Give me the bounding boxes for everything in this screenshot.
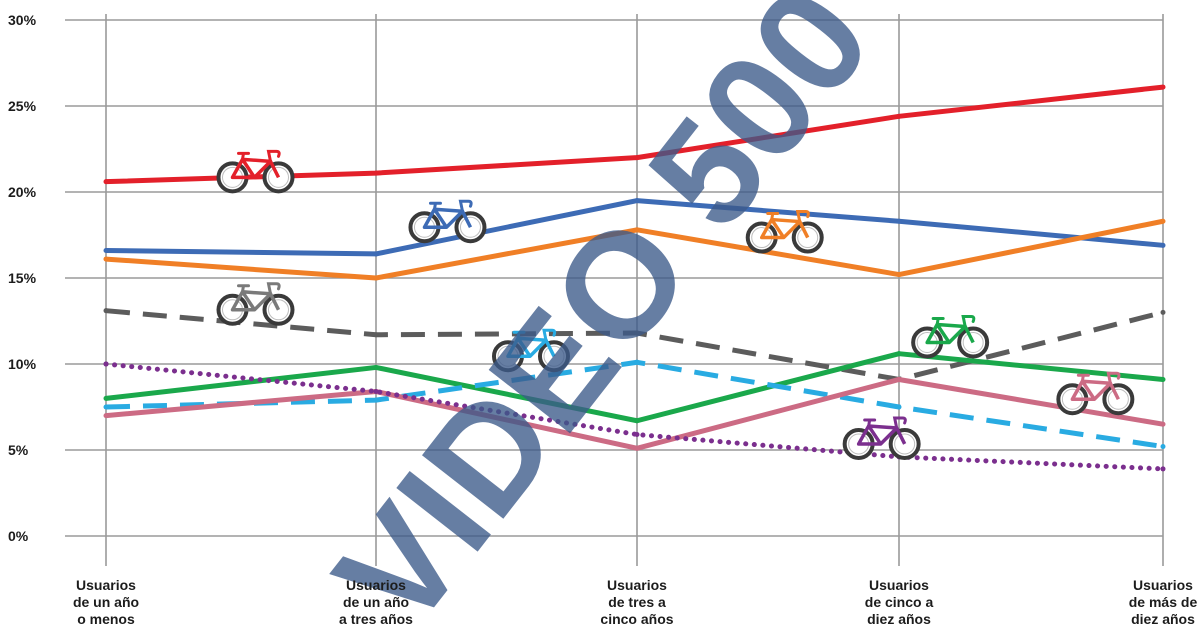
series-7-point-1 [373, 389, 379, 395]
bike-icon-3 [216, 282, 295, 326]
series-3-point-2 [634, 330, 640, 336]
series-5-point-3 [896, 404, 902, 410]
y-tick-label-2: 10% [8, 356, 37, 372]
bike-icon-1 [408, 199, 487, 244]
series-3-point-1 [373, 332, 379, 338]
series-3-point-0 [103, 308, 109, 314]
bike-icon-7 [842, 416, 921, 460]
series-line-7 [103, 361, 1166, 472]
series-5-point-1 [373, 397, 379, 403]
series-6-point-0 [103, 413, 109, 419]
series-1-point-4 [1160, 242, 1166, 248]
series-4-point-3 [896, 351, 902, 357]
series-0-point-1 [373, 170, 379, 176]
series-4-point-0 [103, 395, 109, 401]
category-label-3: Usuarios de cinco a diez años [865, 577, 934, 627]
bike-icon-5 [491, 328, 570, 373]
series-4-point-2 [634, 418, 640, 424]
series-6-point-2 [634, 445, 640, 451]
y-tick-label-6: 30% [8, 12, 37, 28]
y-tick-label-0: 0% [8, 528, 29, 544]
series-1-point-2 [634, 198, 640, 204]
bike-icon-2 [745, 210, 824, 254]
series-2-point-1 [373, 275, 379, 281]
bike-icon-4 [911, 314, 990, 359]
bike-icon-0 [216, 149, 295, 194]
watermark-text: VIDEO 500 PER [303, 0, 1118, 627]
y-tick-label-1: 5% [8, 442, 29, 458]
series-5-point-2 [634, 359, 640, 365]
series-0-point-0 [103, 179, 109, 185]
series-2-point-3 [896, 272, 902, 278]
series-5-point-4 [1160, 444, 1166, 450]
series-6-point-4 [1160, 421, 1166, 427]
y-tick-label-4: 20% [8, 184, 37, 200]
series-0-point-3 [896, 113, 902, 119]
category-label-0: Usuarios de un año o menos [73, 577, 139, 627]
series-0-point-4 [1160, 84, 1166, 90]
series-1-point-3 [896, 218, 902, 224]
series-6-point-3 [896, 376, 902, 382]
category-label-1: Usuarios de un año a tres años [339, 577, 413, 627]
bike-icon-6 [1056, 371, 1135, 416]
series-2-point-4 [1160, 218, 1166, 224]
series-2-point-2 [634, 227, 640, 233]
series-7-point-0 [103, 361, 109, 367]
series-4-point-1 [373, 364, 379, 370]
series-0-point-2 [634, 155, 640, 161]
series-2-point-0 [103, 256, 109, 262]
series-7-point-4 [1160, 466, 1166, 472]
category-label-2: Usuarios de tres a cinco años [600, 577, 673, 627]
y-tick-label-3: 15% [8, 270, 37, 286]
series-7-point-2 [634, 432, 640, 438]
series-5-point-0 [103, 404, 109, 410]
category-label-4: Usuarios de más de diez años [1129, 577, 1198, 627]
series-3-point-4 [1160, 309, 1166, 315]
y-tick-label-5: 25% [8, 98, 37, 114]
series-1-point-0 [103, 247, 109, 253]
series-4-point-4 [1160, 376, 1166, 382]
series-1-point-1 [373, 251, 379, 257]
